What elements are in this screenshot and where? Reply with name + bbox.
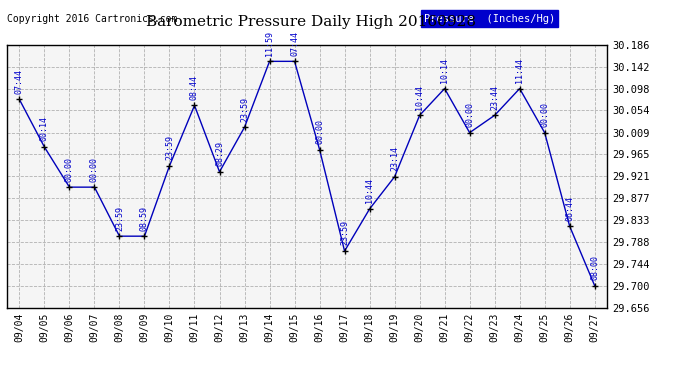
Text: 08:59: 08:59 [140,206,149,231]
Text: 08:00: 08:00 [590,255,599,280]
Text: 00:00: 00:00 [315,119,324,144]
Text: 23:59: 23:59 [240,97,249,122]
Text: 00:14: 00:14 [40,117,49,141]
Text: 00:00: 00:00 [65,157,74,182]
Text: 11:44: 11:44 [515,58,524,83]
Text: 23:59: 23:59 [340,220,349,246]
Text: 06:44: 06:44 [565,196,574,221]
Text: 23:59: 23:59 [115,206,124,231]
Text: 23:44: 23:44 [490,85,499,110]
Text: 11:59: 11:59 [265,31,274,56]
Text: 07:44: 07:44 [15,69,24,94]
Text: Barometric Pressure Daily High 20160928: Barometric Pressure Daily High 20160928 [146,15,475,29]
Text: 23:14: 23:14 [390,146,399,171]
Text: 10:14: 10:14 [440,58,449,83]
Text: 00:00: 00:00 [465,102,474,127]
Text: Pressure  (Inches/Hg): Pressure (Inches/Hg) [424,13,555,24]
Text: 23:59: 23:59 [165,135,174,160]
Text: 08:44: 08:44 [190,75,199,100]
Text: 07:44: 07:44 [290,31,299,56]
Text: Copyright 2016 Cartronics.com: Copyright 2016 Cartronics.com [7,13,177,24]
Text: 08:29: 08:29 [215,141,224,166]
Text: 00:00: 00:00 [540,102,549,127]
Text: 00:00: 00:00 [90,157,99,182]
Text: 10:44: 10:44 [365,178,374,203]
Text: 10:44: 10:44 [415,85,424,110]
